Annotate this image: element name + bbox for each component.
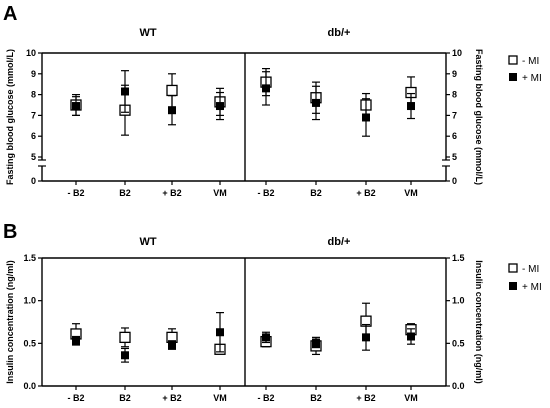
panel-a-y-tick-label-left: 9 [31,69,36,79]
panel-a-category-label: B2 [119,188,131,198]
panel-b-category-label: + B2 [356,393,375,403]
panel-a-y-tick-label-right: 0 [452,176,457,186]
panel-a-point-plus-mi [362,113,370,122]
legend-b-open-marker [508,263,518,273]
legend-b-filled-label: + MI [522,282,542,293]
panel-a-y-label-right: Fasting blood glucose (mmol/L) [474,49,484,185]
panel-a-y-tick-label-left: 0 [31,176,36,186]
panel-b-y-tick-label-right: 0.5 [452,338,465,348]
panel-b-y-tick-label-left: 0.0 [23,381,36,391]
panel-a-point-plus-mi [121,87,129,96]
panel-label-b: B [3,221,17,243]
panel-b-category-label: VM [213,393,227,403]
panel-a-point-plus-mi [72,102,80,111]
panel-b-y-label-left: Insulin concentration (ng/ml) [5,260,15,384]
panel-b-point-plus-mi [262,333,270,342]
panel-a-y-tick-label-left: 8 [31,90,36,100]
panel-a-group-title-db: db/+ [328,27,351,39]
panel-b-group-title-db: db/+ [328,236,351,248]
legend-a-filled-label: + MI [522,73,542,84]
panel-a-point-plus-mi [312,98,320,107]
panel-a-y-tick-label-right: 6 [452,131,457,141]
panel-a-category-label: - B2 [257,188,274,198]
legend-a-open-marker [508,55,518,65]
panel-a-category-label: + B2 [162,188,181,198]
panel-a-group-title-wt: WT [139,27,156,39]
panel-b-y-tick-label-left: 0.5 [23,338,36,348]
panel-b-y-tick-label-right: 1.0 [452,296,465,306]
panel-b-y-tick-label-left: 1.5 [23,253,36,263]
panel-a-y-tick-label-right: 5 [452,152,457,162]
panel-a-y-tick-label-right: 8 [452,90,457,100]
panel-a-y-tick-label-right: 10 [452,48,462,58]
panel-a-point-plus-mi [407,102,415,111]
panel-a-category-label: VM [213,188,227,198]
panel-b-category-label: B2 [310,393,322,403]
panel-a-category-label: - B2 [67,188,84,198]
panel-a-category-label: + B2 [356,188,375,198]
panel-a-y-tick-label-left: 7 [31,110,36,120]
panel-b-category-label: B2 [119,393,131,403]
plot-layer: 0 0 5 5 6 6 7 7 8 8 9 9 10 10 - B2 B2 + B2 VM - B2 B2 + B2 VM… [23,48,464,403]
panel-b-point-plus-mi [312,339,320,348]
legend-a-open-label: - MI [522,56,539,67]
panel-b-category-label: - B2 [257,393,274,403]
legend-b-open-label: - MI [522,264,539,275]
legend-a-filled-marker [509,73,517,81]
panel-b-category-label: + B2 [162,393,181,403]
panel-a-y-tick-label-left: 6 [31,131,36,141]
panel-b-point-plus-mi [168,341,176,350]
panel-a-y-tick-label-right: 9 [452,69,457,79]
panel-b-point-plus-mi [72,336,80,345]
panel-a-y-tick-label-left: 5 [31,152,36,162]
legend-b-filled-marker [509,282,517,290]
panel-label-a: A [3,3,17,25]
panel-b-point-plus-mi [121,351,129,360]
panel-b-point-minus-mi [119,331,131,344]
panel-b-point-plus-mi [407,332,415,341]
panel-a-category-label: B2 [310,188,322,198]
panel-b-point-plus-mi [216,328,224,337]
panel-a-point-minus-mi [166,84,178,97]
panel-b-category-label: VM [404,393,418,403]
panel-b-point-plus-mi [362,333,370,342]
panel-b-y-tick-label-left: 1.0 [23,296,36,306]
panel-b-y-tick-label-right: 0.0 [452,381,465,391]
panel-a-category-label: VM [404,188,418,198]
panel-b-y-tick-label-right: 1.5 [452,253,465,263]
panel-a-point-plus-mi [168,106,176,115]
panel-a-y-label-left: Fasting blood glucose (mmol/L) [5,49,15,185]
panel-a-point-plus-mi [216,102,224,111]
panel-b-category-label: - B2 [67,393,84,403]
panel-a-y-tick-label-right: 7 [452,110,457,120]
panel-b-y-label-right: Insulin concentration (ng/ml) [474,260,484,384]
panel-a-point-plus-mi [262,84,270,93]
panel-a-y-tick-label-left: 10 [26,48,36,58]
panel-b-group-title-wt: WT [139,236,156,248]
